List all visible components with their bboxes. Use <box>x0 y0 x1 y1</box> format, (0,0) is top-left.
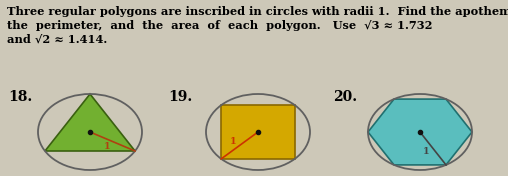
Text: 19.: 19. <box>168 90 192 104</box>
Polygon shape <box>368 99 472 165</box>
Text: 1: 1 <box>423 147 429 156</box>
Text: 1: 1 <box>230 137 237 146</box>
Text: 18.: 18. <box>8 90 32 104</box>
Text: Three regular polygons are inscribed in circles with radii 1.  Find the apothem,: Three regular polygons are inscribed in … <box>7 6 508 17</box>
Text: the  perimeter,  and  the  area  of  each  polygon.   Use  √3 ≈ 1.732: the perimeter, and the area of each poly… <box>7 20 432 31</box>
Text: and √2 ≈ 1.414.: and √2 ≈ 1.414. <box>7 34 107 45</box>
Polygon shape <box>221 105 295 159</box>
Polygon shape <box>45 94 135 151</box>
Text: 1: 1 <box>104 142 111 151</box>
Text: 20.: 20. <box>333 90 357 104</box>
